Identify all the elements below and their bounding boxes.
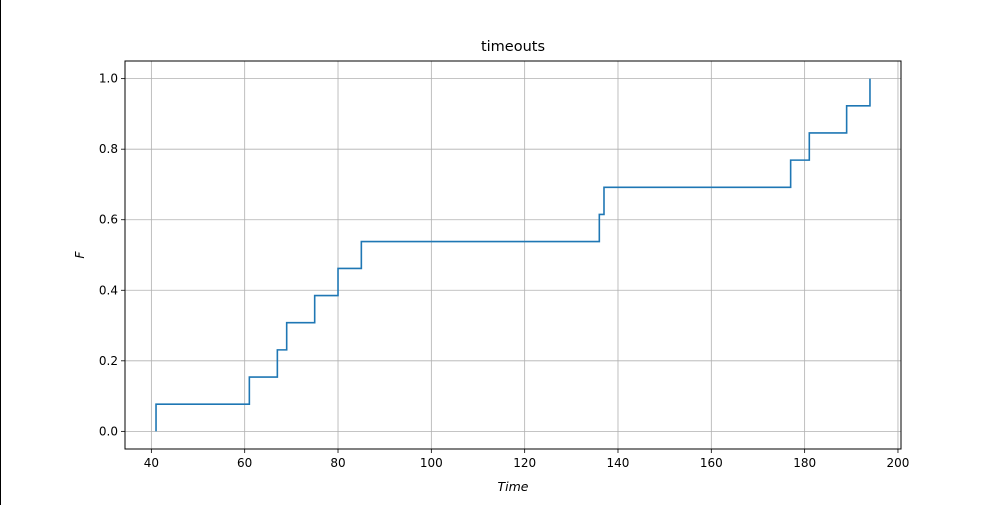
plot-frame: [124, 60, 902, 450]
y-tick-label: 0.6: [99, 213, 118, 227]
y-tick-label: 0.2: [99, 354, 118, 368]
x-tick-label: 180: [793, 456, 816, 470]
y-tick-label: 0.0: [99, 424, 118, 438]
x-tick-label: 120: [513, 456, 536, 470]
x-tick-label: 80: [330, 456, 345, 470]
series-group: [155, 78, 871, 432]
x-tick-label: 160: [700, 456, 723, 470]
x-axis: 40 60 80 100 120 140 160 180 200: [144, 449, 910, 470]
y-axis-label: F: [72, 251, 87, 259]
window-edge: [0, 0, 1, 505]
y-tick-label: 0.8: [99, 142, 118, 156]
x-tick-label: 100: [420, 456, 443, 470]
series-line: [155, 78, 871, 432]
y-tick-label: 0.4: [99, 283, 118, 297]
y-tick-label: 1.0: [99, 72, 118, 86]
x-tick-label: 200: [887, 456, 910, 470]
x-axis-label: Time: [498, 479, 529, 494]
grid: [125, 61, 901, 449]
x-tick-label: 140: [607, 456, 630, 470]
x-tick-label: 40: [144, 456, 159, 470]
y-axis: 0.0 0.2 0.4 0.6 0.8 1.0: [99, 72, 125, 438]
chart-title: timeouts: [481, 39, 545, 55]
x-tick-label: 60: [237, 456, 252, 470]
